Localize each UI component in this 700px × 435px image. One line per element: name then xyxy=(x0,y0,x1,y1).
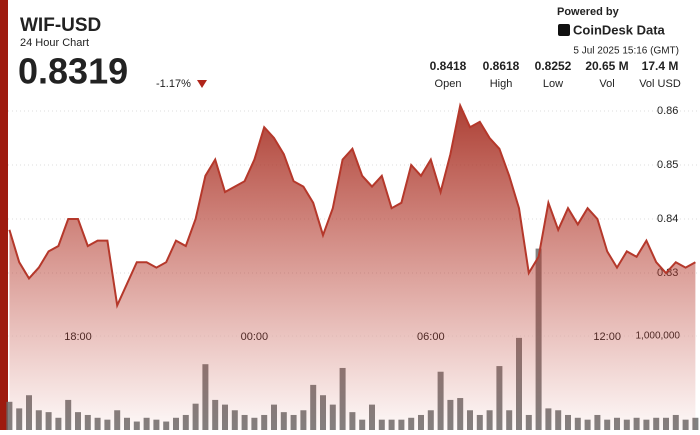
subtitle: 24 Hour Chart xyxy=(20,37,89,49)
price-line xyxy=(8,102,696,309)
stat-label: Low xyxy=(543,78,563,90)
brand-logo xyxy=(558,24,570,36)
price-area xyxy=(9,105,696,430)
down-arrow xyxy=(197,80,207,88)
stat-label: High xyxy=(490,78,513,90)
change: -1.17% xyxy=(156,78,191,90)
y-tick-label: 0.85 xyxy=(657,159,678,171)
y-tick-label: 0.86 xyxy=(657,105,678,117)
title: WIF-USD xyxy=(20,15,101,36)
y-tick-label: 0.84 xyxy=(657,213,678,225)
stat-value: 0.8252 xyxy=(535,59,572,73)
stat-value: 17.4 M xyxy=(642,59,679,73)
stat-label: Vol xyxy=(599,78,614,90)
side-stripe xyxy=(0,0,8,430)
stat-value: 20.65 M xyxy=(585,59,628,73)
stat-value: 0.8618 xyxy=(483,59,520,73)
stat-label: Open xyxy=(435,78,462,90)
price: 0.8319 xyxy=(18,51,128,92)
timestamp: 5 Jul 2025 15:16 (GMT) xyxy=(573,46,679,57)
brand: CoinDesk Data xyxy=(573,22,666,37)
stat-label: Vol USD xyxy=(639,78,681,90)
stat-value: 0.8418 xyxy=(430,59,467,73)
powered-by: Powered by xyxy=(557,6,620,18)
